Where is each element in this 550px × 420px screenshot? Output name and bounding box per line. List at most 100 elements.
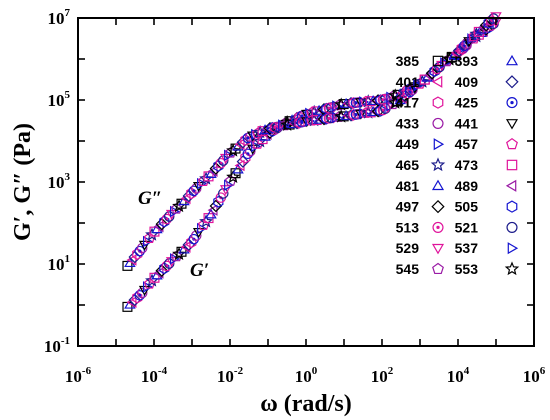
g-double-prime-point <box>182 189 196 203</box>
legend-marker <box>431 199 445 214</box>
g-double-prime-point <box>429 65 440 78</box>
g-prime-point <box>209 199 223 213</box>
g-double-prime-point <box>203 171 214 182</box>
g-double-prime-point <box>224 146 237 158</box>
g-double-prime-point <box>209 162 223 175</box>
legend-label: 393 <box>455 53 479 69</box>
g-prime-point <box>136 287 148 299</box>
g-prime-point <box>138 285 151 296</box>
g-prime-point <box>151 269 163 280</box>
g-double-prime-point <box>180 192 191 205</box>
legend-marker <box>432 117 444 129</box>
g-prime-point <box>365 96 376 107</box>
legend-marker <box>505 54 519 66</box>
legend-label: 489 <box>455 178 479 194</box>
g-double-prime-point <box>414 77 426 89</box>
g-double-prime-point <box>452 44 466 57</box>
g-prime-point <box>163 258 175 269</box>
legend-marker <box>431 75 443 88</box>
g-prime-point-dot <box>381 98 385 102</box>
g-double-prime-point <box>375 104 386 117</box>
legend-marker <box>432 221 444 233</box>
legend-label: 497 <box>396 199 420 215</box>
g-prime-point <box>132 291 143 304</box>
g-double-prime-point-dot <box>408 90 412 94</box>
g-double-prime-point <box>190 183 202 194</box>
g-prime-point <box>236 155 250 168</box>
g-prime-point <box>224 175 237 186</box>
g-double-prime-point <box>186 187 197 200</box>
x-tick-label: 10-6 <box>65 365 92 386</box>
g-double-prime-point-dot <box>381 108 385 112</box>
data-markers <box>122 12 502 312</box>
g-double-prime-point <box>170 202 183 214</box>
legend-marker <box>431 179 445 191</box>
g-double-prime-point <box>398 89 412 103</box>
g-double-prime-point <box>355 109 367 120</box>
g-double-prime-point-dot <box>273 125 277 129</box>
annotation-g-double-prime: G″ <box>138 188 162 209</box>
legend-label: 385 <box>396 53 420 69</box>
g-double-prime-point-dot <box>246 136 250 140</box>
g-double-prime-point <box>149 226 160 237</box>
legend: 385 393 401 409 417 425 433 441 449 457 465 473 481 4… <box>396 53 520 277</box>
legend-label: 513 <box>396 219 420 235</box>
g-prime-point <box>252 138 264 149</box>
g-double-prime-point <box>138 240 151 251</box>
g-double-prime-point-dot <box>435 67 439 71</box>
g-double-prime-point <box>475 23 488 34</box>
g-prime-point <box>124 298 136 309</box>
g-prime-point <box>128 293 142 307</box>
annotation-g-prime: G′ <box>190 260 209 281</box>
y-tick-label: 101 <box>48 253 71 274</box>
x-tick-label: 10-2 <box>217 365 244 386</box>
g-double-prime-point <box>490 12 502 23</box>
g-double-prime-point <box>176 198 187 209</box>
legend-label: 473 <box>455 157 479 173</box>
g-double-prime-point <box>392 96 403 107</box>
legend-label: 505 <box>455 199 479 215</box>
g-prime-point <box>245 145 256 157</box>
legend-marker-dot <box>436 225 440 230</box>
legend-label: 409 <box>455 74 479 90</box>
x-axis-label: ω (rad/s) <box>260 391 352 417</box>
g-double-prime-point <box>317 112 331 126</box>
g-prime-point <box>199 214 213 228</box>
g-double-prime-point <box>170 205 181 218</box>
g-prime-point <box>348 97 359 109</box>
g-double-prime-point-dot <box>300 120 304 124</box>
legend-marker <box>433 138 445 151</box>
y-tick-label: 103 <box>48 171 71 192</box>
legend-marker <box>431 243 445 255</box>
g-prime-point <box>142 281 153 293</box>
legend-marker <box>505 119 519 130</box>
legend-marker <box>506 159 518 171</box>
g-double-prime-point <box>402 88 413 100</box>
g-double-prime-point <box>461 38 472 49</box>
legend-marker <box>506 221 518 233</box>
g-double-prime-point <box>284 119 295 130</box>
g-double-prime-point <box>311 114 322 126</box>
x-tick-label: 102 <box>371 365 394 386</box>
g-prime-point <box>355 98 367 109</box>
legend-marker-dot <box>510 100 514 105</box>
legend-label: 521 <box>455 219 479 235</box>
legend-label: 529 <box>396 240 420 256</box>
legend-marker <box>506 137 518 150</box>
g-double-prime-point <box>217 155 229 166</box>
g-double-prime-point <box>242 132 254 144</box>
g-double-prime-point <box>344 108 358 122</box>
y-axis-label: G′, G″ (Pa) <box>10 123 36 241</box>
legend-marker <box>432 55 444 67</box>
legend-label: 537 <box>455 240 479 256</box>
g-double-prime-point-dot <box>354 112 358 117</box>
g-double-prime-point <box>163 211 175 222</box>
g-prime-point <box>197 222 208 235</box>
legend-label: 417 <box>396 95 420 111</box>
g-double-prime-point <box>274 122 286 133</box>
g-prime-point <box>159 262 170 275</box>
g-prime-point <box>338 99 349 110</box>
g-double-prime-point-dot <box>327 116 331 120</box>
g-double-prime-point <box>159 215 170 228</box>
